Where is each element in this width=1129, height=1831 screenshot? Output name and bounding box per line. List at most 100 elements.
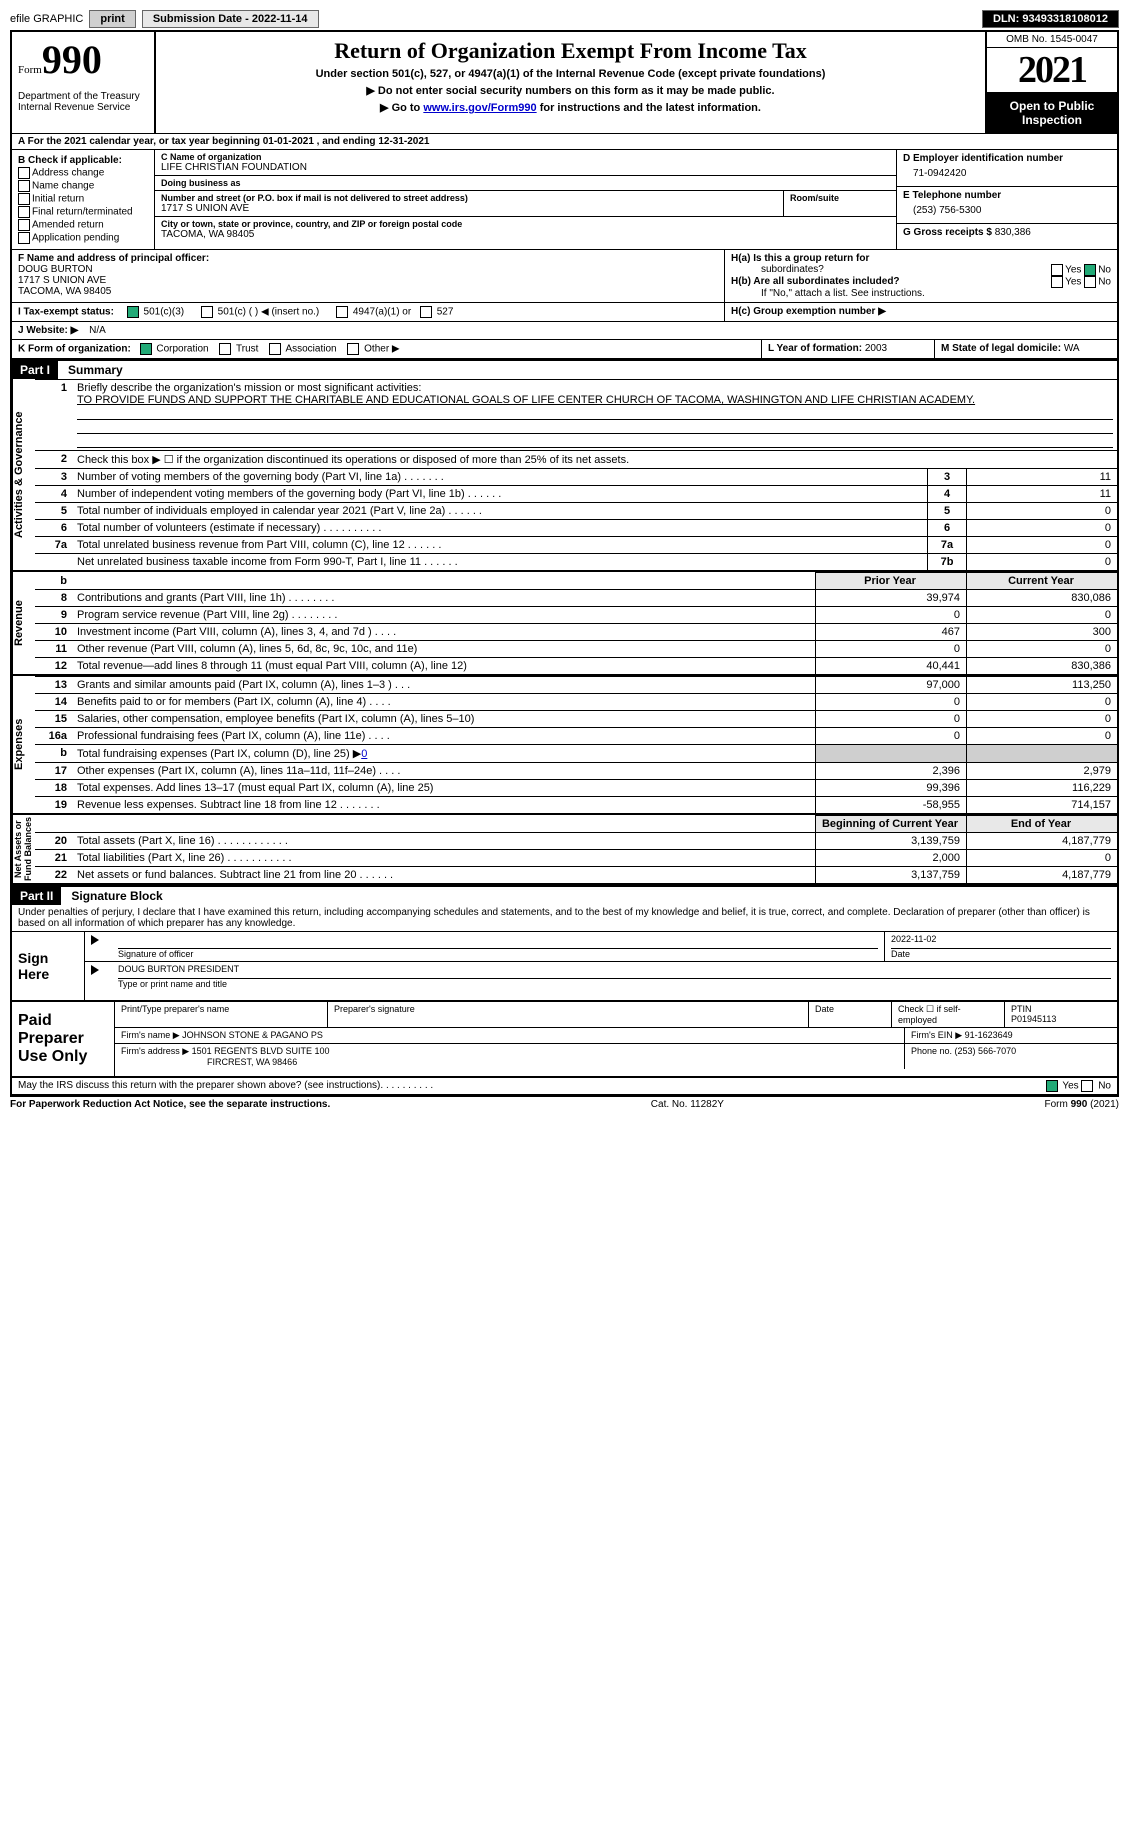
arrow-icon (91, 935, 99, 945)
section-f: F Name and address of principal officer:… (12, 250, 725, 302)
form-header: Form990 Department of the Treasury Inter… (10, 30, 1119, 133)
cb-app-pending[interactable]: Application pending (32, 233, 119, 244)
officer-name: DOUG BURTON (18, 264, 718, 275)
part1-header: Part I (12, 361, 58, 379)
efile-label: efile GRAPHIC (10, 13, 83, 25)
line-19-text: Revenue less expenses. Subtract line 18 … (77, 799, 337, 811)
section-e: E Telephone number (253) 756-5300 (897, 187, 1117, 224)
line-14-prior: 0 (816, 694, 967, 711)
city-state-zip: TACOMA, WA 98405 (161, 229, 890, 240)
line-20-text: Total assets (Part X, line 16) (77, 835, 215, 847)
subtitle-1: Under section 501(c), 527, or 4947(a)(1)… (162, 68, 979, 80)
cb-amended[interactable]: Amended return (32, 220, 104, 231)
line-22-prior: 3,137,759 (816, 867, 967, 884)
line-18-text: Total expenses. Add lines 13–17 (must eq… (77, 782, 433, 794)
line-11-cur: 0 (967, 641, 1118, 658)
vert-revenue: Revenue (12, 572, 35, 674)
line-11-text: Other revenue (Part VIII, column (A), li… (77, 643, 417, 655)
firm-phone-cell: Phone no. (253) 566-7070 (905, 1044, 1117, 1069)
line-4-val: 11 (967, 486, 1118, 503)
self-employed-check[interactable]: Check ☐ if self-employed (892, 1002, 1005, 1027)
cb-address-change[interactable]: Address change (32, 168, 104, 179)
line-2: Check this box ▶ ☐ if the organization d… (73, 451, 1117, 469)
line-19-prior: -58,955 (816, 797, 967, 814)
line-7a-text: Total unrelated business revenue from Pa… (77, 539, 405, 551)
line-12-prior: 40,441 (816, 658, 967, 675)
tax-year: 2021 (987, 48, 1117, 93)
firm-ein-cell: Firm's EIN ▶ 91-1623649 (905, 1028, 1117, 1043)
line-22-text: Net assets or fund balances. Subtract li… (77, 869, 356, 881)
section-b-label: B Check if applicable: (18, 155, 148, 166)
printed-name-label: Type or print name and title (118, 979, 1111, 989)
form-footer-label: Form 990 (2021) (1045, 1099, 1119, 1110)
line-5-text: Total number of individuals employed in … (77, 505, 445, 517)
end-year-hdr: End of Year (967, 816, 1118, 833)
discuss-row: May the IRS discuss this return with the… (10, 1078, 1119, 1096)
line-9-text: Program service revenue (Part VIII, line… (77, 609, 289, 621)
line-18-cur: 116,229 (967, 780, 1118, 797)
discuss-no[interactable]: No (1098, 1081, 1111, 1092)
prep-sig-label: Preparer's signature (334, 1004, 802, 1014)
fundraising-link[interactable]: 0 (361, 748, 367, 760)
omb-number: OMB No. 1545-0047 (987, 32, 1117, 48)
part2-header: Part II (12, 887, 61, 905)
line-16a-text: Professional fundraising fees (Part IX, … (77, 730, 365, 742)
sig-officer-label: Signature of officer (118, 949, 878, 959)
line-13-prior: 97,000 (816, 677, 967, 694)
line-12-text: Total revenue—add lines 8 through 11 (mu… (77, 660, 467, 672)
line-12-cur: 830,386 (967, 658, 1118, 675)
city-cell: City or town, state or province, country… (155, 217, 896, 242)
line-13-text: Grants and similar amounts paid (Part IX… (77, 679, 392, 691)
current-year-hdr: Current Year (967, 573, 1118, 590)
section-m: M State of legal domicile: WA (935, 340, 1117, 358)
line-8-cur: 830,086 (967, 590, 1118, 607)
ein-value: 71-0942420 (903, 164, 1111, 183)
subtitle-2: ▶ Do not enter social security numbers o… (162, 84, 979, 97)
officer-printed-name: DOUG BURTON PRESIDENT (118, 964, 1111, 979)
firm-name-cell: Firm's name ▶ JOHNSON STONE & PAGANO PS (115, 1028, 905, 1043)
line-14-cur: 0 (967, 694, 1118, 711)
cb-initial-return[interactable]: Initial return (32, 194, 84, 205)
line-15-text: Salaries, other compensation, employee b… (77, 713, 474, 725)
section-l: L Year of formation: 2003 (762, 340, 935, 358)
street-address: 1717 S UNION AVE (161, 203, 777, 214)
line-18-prior: 99,396 (816, 780, 967, 797)
form-number: 990 (42, 37, 102, 82)
section-h: H(a) Is this a group return for subordin… (725, 250, 1117, 302)
line-11-prior: 0 (816, 641, 967, 658)
dln-box: DLN: 93493318108012 (982, 10, 1119, 28)
sig-date: 2022-11-02 (891, 934, 1111, 949)
page-footer: For Paperwork Reduction Act Notice, see … (10, 1096, 1119, 1110)
line-8-text: Contributions and grants (Part VIII, lin… (77, 592, 286, 604)
section-b: B Check if applicable: Address change Na… (12, 150, 155, 249)
discuss-yes[interactable]: Yes (1062, 1081, 1078, 1092)
line-9-cur: 0 (967, 607, 1118, 624)
line-1: Briefly describe the organization's miss… (73, 380, 1117, 451)
section-hc: H(c) Group exemption number ▶ (725, 303, 1117, 321)
dept-label: Department of the Treasury (18, 91, 148, 102)
inspection-label: Open to PublicInspection (987, 93, 1117, 133)
cb-name-change[interactable]: Name change (32, 181, 94, 192)
subtitle-3: ▶ Go to www.irs.gov/Form990 for instruct… (162, 101, 979, 114)
prep-name-label: Print/Type preparer's name (121, 1004, 321, 1014)
firm-address-cell: Firm's address ▶ 1501 REGENTS BLVD SUITE… (115, 1044, 905, 1069)
ptin-label: PTIN (1011, 1004, 1111, 1014)
ptin-value: P01945113 (1011, 1014, 1111, 1024)
section-g: G Gross receipts $ 830,386 (897, 224, 1117, 241)
print-button[interactable]: print (89, 10, 135, 28)
top-toolbar: efile GRAPHIC print Submission Date - 20… (10, 10, 1119, 28)
prep-date-label: Date (815, 1004, 885, 1014)
line-20-prior: 3,139,759 (816, 833, 967, 850)
cb-final-return[interactable]: Final return/terminated (32, 207, 133, 218)
website-value: N/A (89, 325, 106, 336)
irs-link[interactable]: www.irs.gov/Form990 (423, 102, 536, 114)
section-k: K Form of organization: Corporation Trus… (12, 340, 762, 358)
line-10-text: Investment income (Part VIII, column (A)… (77, 626, 372, 638)
line-16a-prior: 0 (816, 728, 967, 745)
line-14-text: Benefits paid to or for members (Part IX… (77, 696, 366, 708)
line-22-cur: 4,187,779 (967, 867, 1118, 884)
part2-title: Signature Block (71, 889, 162, 903)
line-21-cur: 0 (967, 850, 1118, 867)
vert-expenses: Expenses (12, 676, 35, 813)
mission-text: TO PROVIDE FUNDS AND SUPPORT THE CHARITA… (77, 394, 975, 406)
